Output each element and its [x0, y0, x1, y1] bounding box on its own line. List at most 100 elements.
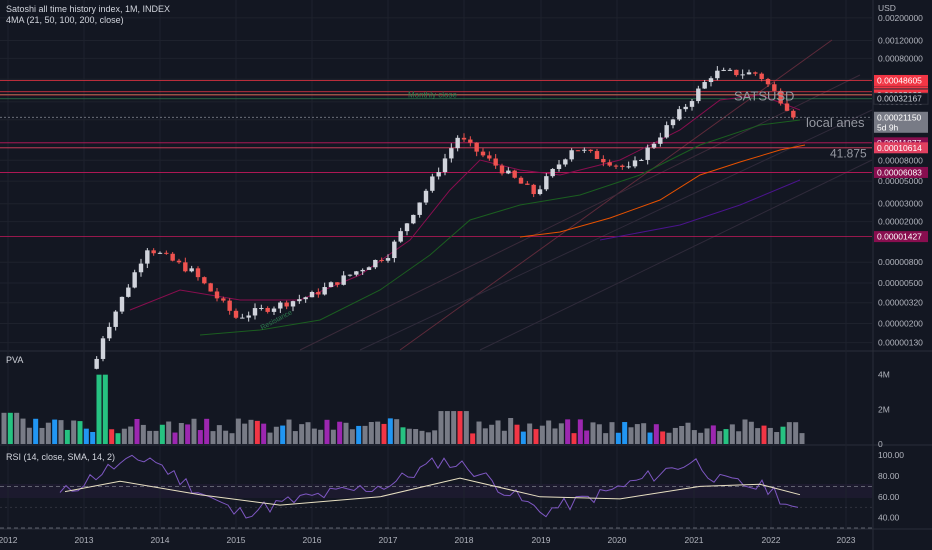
- pva-bar: [26, 427, 32, 444]
- price-tick-label: 0.00080000: [878, 53, 923, 63]
- rsi-label[interactable]: RSI (14, close, SMA, 14, 2): [6, 452, 116, 462]
- candle-body: [772, 84, 777, 91]
- candle-body: [107, 326, 112, 339]
- pva-bar: [723, 429, 729, 444]
- ma-100-line: [519, 144, 806, 238]
- candle-body: [550, 168, 555, 177]
- pva-bar: [444, 411, 450, 444]
- candle-body: [721, 69, 726, 71]
- candle-body: [696, 88, 701, 102]
- pva-bar: [381, 423, 387, 444]
- candle-body: [404, 223, 410, 232]
- candle-body: [354, 271, 359, 275]
- candle-body: [227, 300, 232, 311]
- pva-bar: [457, 411, 463, 444]
- candle-body: [461, 137, 467, 140]
- pva-bar: [33, 418, 39, 444]
- pva-bar: [7, 412, 13, 444]
- pva-bar: [527, 423, 533, 444]
- candle-body: [670, 119, 676, 126]
- candle-body: [341, 275, 346, 285]
- price-badge-text: 0.00006083: [877, 167, 922, 177]
- candle-body: [658, 137, 663, 144]
- currency-label: USD: [878, 3, 896, 13]
- candle-body: [303, 297, 308, 300]
- pva-bar: [254, 420, 260, 444]
- candle-body: [588, 149, 593, 152]
- pva-bar: [83, 428, 89, 444]
- pva-bar: [508, 418, 514, 444]
- pva-bar: [419, 430, 425, 444]
- pva-bar: [299, 424, 305, 444]
- pva-bar: [742, 419, 748, 444]
- time-axis-label: 2018: [455, 535, 474, 545]
- candle-body: [290, 301, 296, 307]
- candle-body: [170, 253, 175, 261]
- pva-bar: [609, 422, 615, 444]
- pva-bar: [394, 419, 400, 444]
- price-tick-label: 0.00000800: [878, 257, 923, 267]
- price-badge-bg: [874, 121, 928, 133]
- candle-body: [271, 308, 277, 312]
- candle-body: [138, 263, 144, 273]
- ma-50-line: [199, 119, 801, 336]
- pva-bar: [565, 419, 571, 444]
- price-badge-text: 0.00001427: [877, 232, 922, 242]
- price-tick-label: 0.00200000: [878, 13, 923, 23]
- candle-body: [632, 160, 638, 167]
- candle-body: [183, 262, 188, 272]
- rsi-axis-label: 60.00: [878, 492, 900, 502]
- pva-bar: [229, 433, 235, 444]
- pva-bar: [679, 425, 685, 444]
- candle-body: [202, 277, 207, 284]
- candle-body: [778, 90, 783, 104]
- candle-body: [316, 291, 321, 295]
- candle-body: [506, 170, 511, 174]
- price-tick-label: 0.00000500: [878, 278, 923, 288]
- price-tick-label: 0.00000130: [878, 338, 923, 348]
- time-axis-label: 2013: [75, 535, 94, 545]
- pva-bar: [596, 424, 602, 444]
- pva-bar: [324, 419, 330, 444]
- price-badge-text: 5d 9h: [877, 122, 899, 132]
- candle-body: [430, 176, 435, 191]
- candle-body: [544, 176, 549, 190]
- time-axis-label: 2019: [532, 535, 551, 545]
- pva-bar: [799, 433, 805, 444]
- pva-bar: [1, 412, 7, 444]
- price-badge-text: 0.00048605: [877, 75, 922, 85]
- candle-body: [740, 74, 745, 76]
- pva-bar: [514, 424, 520, 444]
- candle-body: [379, 259, 384, 261]
- pva-bar: [470, 433, 476, 444]
- candle-body: [417, 202, 422, 215]
- trend-line: [479, 159, 873, 351]
- candle-body: [423, 190, 429, 203]
- pva-bar: [39, 427, 45, 444]
- pva-axis-label: 4M: [878, 370, 890, 380]
- pva-bar: [286, 419, 292, 444]
- pva-label[interactable]: PVA: [6, 355, 24, 365]
- candle-body: [531, 184, 536, 195]
- pva-bar: [235, 418, 241, 444]
- ma-indicator-legend[interactable]: 4MA (21, 50, 100, 200, close): [6, 15, 124, 25]
- candle-body: [335, 282, 340, 285]
- candle-body: [189, 268, 194, 272]
- pva-bar: [489, 424, 495, 444]
- candle-body: [708, 78, 714, 83]
- pva-bar: [438, 411, 444, 444]
- candle-body: [157, 252, 163, 254]
- local-annotation: local anes: [806, 115, 865, 130]
- candle-body: [512, 170, 517, 178]
- pva-bar: [280, 425, 286, 444]
- candle-body: [449, 148, 454, 159]
- pva-bar: [368, 422, 374, 444]
- pva-axis-label: 0: [878, 439, 883, 449]
- time-axis-label: 2023: [837, 535, 856, 545]
- candle-body: [753, 72, 758, 74]
- time-axis-label: 2022: [762, 535, 781, 545]
- candle-body: [265, 307, 270, 312]
- pva-bar: [223, 430, 229, 444]
- pva-bar: [793, 422, 799, 444]
